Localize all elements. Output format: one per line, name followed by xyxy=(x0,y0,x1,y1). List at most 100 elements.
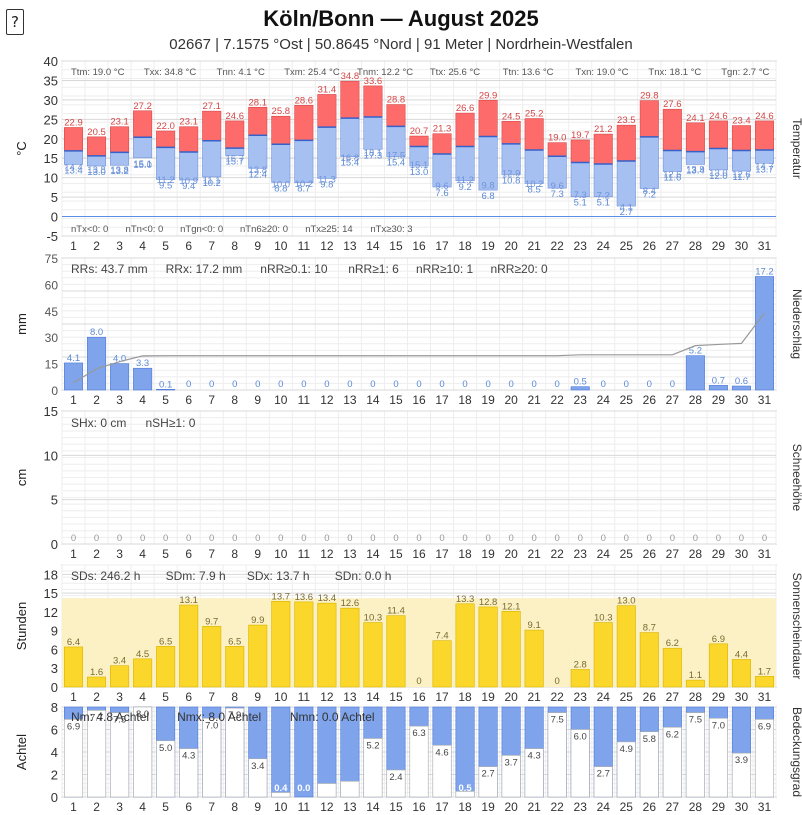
tmax-bar xyxy=(570,139,590,163)
y-tick-label: 0 xyxy=(51,210,58,225)
x-tick-label: 2 xyxy=(93,690,100,704)
tmax-bar xyxy=(593,133,613,165)
sunshine-bar xyxy=(248,624,268,688)
sunshine-value: 13.6 xyxy=(295,592,314,603)
snow-value: 0 xyxy=(370,533,375,544)
precip-value: 8.0 xyxy=(90,327,103,338)
sunshine-value: 13.4 xyxy=(318,593,337,604)
precip-bar xyxy=(110,363,130,391)
tmin-value: 7.6 xyxy=(435,188,448,199)
x-tick-label: 8 xyxy=(231,547,238,561)
cloud-value: 5.8 xyxy=(643,734,656,745)
x-tick-label: 31 xyxy=(758,800,772,814)
sunshine-value: 6.5 xyxy=(228,636,241,647)
sunshine-bar xyxy=(616,605,636,688)
sunshine-value: 1.6 xyxy=(90,667,103,678)
snow-value: 0 xyxy=(278,533,283,544)
tmin-value: 13.4 xyxy=(64,165,83,176)
sunshine-value: 10.3 xyxy=(594,613,613,624)
sunshine-bar xyxy=(363,622,383,688)
x-tick-label: 16 xyxy=(412,393,426,407)
y-axis-label: cm xyxy=(14,469,29,486)
sunshine-value: 1.7 xyxy=(758,666,771,677)
snow-value: 0 xyxy=(693,533,698,544)
cloud-value: 7.5 xyxy=(551,715,564,726)
y-tick-label: 3 xyxy=(51,661,58,676)
tmin-bar xyxy=(110,152,130,166)
sunshine-value: 12.1 xyxy=(502,601,521,612)
precip-value: 0 xyxy=(232,379,237,390)
tmax-bar xyxy=(110,126,130,153)
cloud-bar xyxy=(524,748,544,798)
sunshine-value: 0 xyxy=(555,676,560,687)
cloud-value: 6.3 xyxy=(412,728,425,739)
y-axis-label: Achtel xyxy=(14,734,29,770)
x-tick-label: 24 xyxy=(597,239,611,253)
cloud-value: 2.7 xyxy=(597,769,610,780)
x-tick-label: 25 xyxy=(620,393,634,407)
x-tick-label: 10 xyxy=(274,800,288,814)
x-tick-label: 26 xyxy=(643,800,657,814)
possible-sunshine xyxy=(545,598,569,687)
x-tick-label: 17 xyxy=(435,393,449,407)
tmin-bar xyxy=(340,117,360,157)
tmax-value: 23.5 xyxy=(617,115,636,126)
y-tick-label: 10 xyxy=(44,171,58,186)
snow-value: 0 xyxy=(71,533,76,544)
sunshine-value: 6.2 xyxy=(666,638,679,649)
cloud-value: 0.4 xyxy=(274,783,288,794)
help-button[interactable]: ? xyxy=(6,9,24,35)
tmax-value: 24.6 xyxy=(709,111,728,122)
precip-value: 17.2 xyxy=(755,266,774,277)
cloud-value: 2.4 xyxy=(389,772,402,783)
sunshine-value: 4.5 xyxy=(136,649,149,660)
x-tick-label: 5 xyxy=(162,393,169,407)
stat-label: Nmx: 8.0 Achtel xyxy=(177,710,261,724)
sunshine-bar xyxy=(708,643,728,688)
sunshine-bar xyxy=(271,600,291,688)
x-tick-label: 10 xyxy=(274,393,288,407)
tmax-bar xyxy=(179,126,199,153)
x-tick-label: 3 xyxy=(116,800,123,814)
stat-label: nRR≥10: 1 xyxy=(416,262,474,276)
sunshine-bar xyxy=(202,626,222,688)
x-tick-label: 28 xyxy=(689,239,703,253)
x-tick-label: 26 xyxy=(643,393,657,407)
tmax-bar xyxy=(616,124,636,162)
stat-label: SDx: 13.7 h xyxy=(247,569,310,583)
precip-value: 0 xyxy=(186,379,191,390)
x-tick-label: 15 xyxy=(389,800,403,814)
y-tick-label: 18 xyxy=(44,567,58,582)
x-tick-label: 16 xyxy=(412,800,426,814)
x-tick-label: 11 xyxy=(298,547,311,561)
y-tick-label: 5 xyxy=(51,493,58,508)
x-tick-label: 4 xyxy=(139,547,146,561)
cloud-bar xyxy=(156,740,176,798)
x-tick-label: 29 xyxy=(712,239,726,253)
tmin-value: 9.5 xyxy=(159,181,172,192)
tmax-bar xyxy=(547,142,567,157)
precip-value: 0.7 xyxy=(712,375,725,386)
cloud-bar xyxy=(432,744,452,798)
cloud-value: 6.2 xyxy=(666,729,679,740)
snow-value: 0 xyxy=(347,533,352,544)
x-tick-label: 14 xyxy=(366,239,380,253)
sunshine-value: 11.4 xyxy=(387,606,405,617)
y-tick-label: 30 xyxy=(44,93,58,108)
snow-value: 0 xyxy=(485,533,490,544)
x-tick-label: 19 xyxy=(481,239,495,253)
x-tick-label: 18 xyxy=(458,800,472,814)
x-tick-label: 5 xyxy=(162,690,169,704)
y-tick-label: 40 xyxy=(44,54,58,69)
tmax-bar xyxy=(409,135,429,147)
x-tick-label: 6 xyxy=(185,690,192,704)
tmax-bar xyxy=(731,125,751,151)
x-tick-label: 1 xyxy=(70,239,77,253)
precip-value: 0 xyxy=(416,379,421,390)
y-tick-label: 4 xyxy=(51,745,58,760)
cloud-value: 8.0 xyxy=(136,709,149,720)
x-tick-label: 26 xyxy=(643,239,657,253)
cloud-value: 1.2 xyxy=(320,783,333,794)
sky-bar xyxy=(294,706,314,798)
tground-value: 7.2 xyxy=(597,191,610,202)
